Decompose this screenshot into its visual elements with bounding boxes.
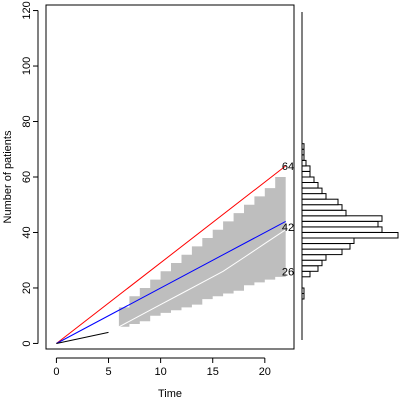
x-tick-label: 5 bbox=[105, 366, 111, 378]
series-layer bbox=[56, 165, 287, 344]
histogram-bar bbox=[301, 187, 323, 195]
histogram-bar bbox=[301, 265, 319, 272]
y-axis-title: Number of patients bbox=[2, 130, 14, 223]
histogram-bar bbox=[301, 254, 327, 261]
histogram-bar bbox=[301, 248, 343, 256]
y-axis: 0 20 40 60 80 100 120 bbox=[21, 1, 39, 347]
y-tick-label: 120 bbox=[21, 1, 33, 19]
series-line-2 bbox=[108, 229, 286, 333]
histogram-bar bbox=[301, 154, 305, 161]
x-axis-title: Time bbox=[158, 388, 182, 400]
x-axis: 0 5 10 15 20 bbox=[53, 357, 271, 378]
histogram-bar bbox=[301, 193, 327, 200]
histogram-bar bbox=[301, 215, 383, 222]
histogram-bar bbox=[301, 204, 343, 211]
y-tick-label: 80 bbox=[21, 115, 33, 127]
histogram-bars bbox=[301, 143, 399, 300]
histogram-bar bbox=[301, 243, 351, 250]
x-tick-label: 0 bbox=[53, 366, 59, 378]
end-labels: 64 42 26 bbox=[282, 161, 294, 278]
histogram-bar bbox=[301, 270, 311, 278]
end-label: 26 bbox=[282, 266, 294, 278]
x-tick-label: 20 bbox=[259, 366, 271, 378]
end-label: 42 bbox=[282, 222, 294, 234]
histogram-bar bbox=[301, 143, 305, 150]
y-tick-label: 60 bbox=[21, 171, 33, 183]
y-tick-label: 40 bbox=[21, 226, 33, 238]
histogram-bar bbox=[301, 176, 315, 183]
y-tick-label: 20 bbox=[21, 282, 33, 294]
side-histogram bbox=[301, 12, 399, 340]
histogram-bar bbox=[301, 259, 323, 267]
plot-frame bbox=[45, 4, 295, 350]
histogram-bar bbox=[301, 287, 305, 294]
histogram-bar bbox=[301, 220, 379, 228]
end-label: 64 bbox=[282, 161, 294, 173]
main-plot: 0 5 10 15 20 0 20 40 60 80 100 120 64 42 26 Time Num… bbox=[2, 1, 295, 400]
x-tick-label: 10 bbox=[154, 366, 166, 378]
histogram-bar bbox=[301, 159, 307, 167]
histogram-bar bbox=[301, 209, 347, 217]
histogram-bar bbox=[301, 198, 339, 206]
histogram-bar bbox=[301, 148, 305, 156]
series-line-0 bbox=[56, 165, 287, 344]
y-tick-label: 0 bbox=[21, 340, 33, 346]
histogram-bar bbox=[301, 293, 305, 300]
x-tick-label: 15 bbox=[207, 366, 219, 378]
observed-line bbox=[56, 331, 109, 344]
histogram-bar bbox=[301, 165, 311, 172]
histogram-bar bbox=[301, 171, 311, 178]
histogram-bar bbox=[301, 182, 319, 189]
histogram-bar bbox=[301, 232, 399, 239]
series-line-1 bbox=[56, 220, 286, 344]
histogram-bar bbox=[301, 237, 355, 244]
y-tick-label: 100 bbox=[21, 57, 33, 75]
histogram-bar bbox=[301, 226, 383, 233]
